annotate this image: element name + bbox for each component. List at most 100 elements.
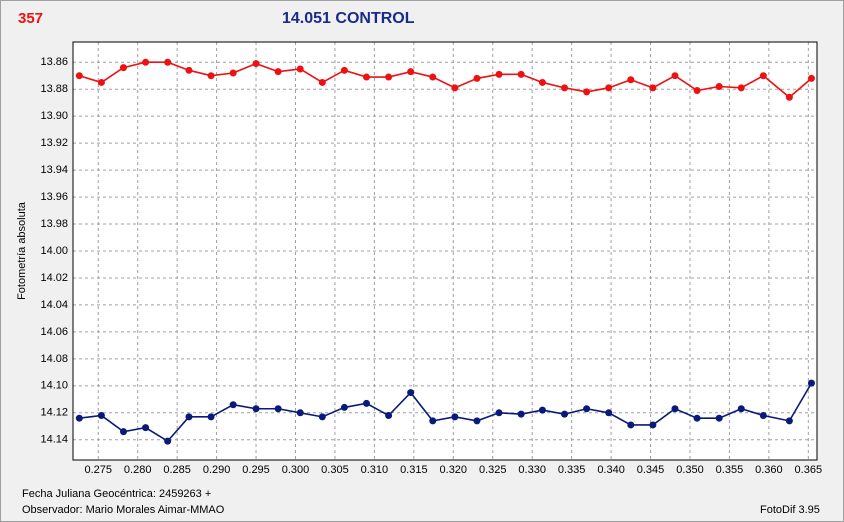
corner-label: 357 <box>18 10 43 27</box>
data-point <box>119 64 127 72</box>
x-tick-label: 0.340 <box>597 464 625 476</box>
data-point <box>362 399 370 407</box>
y-tick-label: 13.86 <box>40 56 68 68</box>
x-tick-label: 0.350 <box>676 464 704 476</box>
data-point <box>605 409 613 417</box>
x-tick-label: 0.335 <box>558 464 586 476</box>
data-point <box>164 437 172 445</box>
data-point <box>649 421 657 429</box>
x-tick-label: 0.330 <box>518 464 546 476</box>
y-tick-label: 14.12 <box>40 407 68 419</box>
data-point <box>671 405 679 413</box>
data-point <box>671 72 679 80</box>
data-point <box>362 73 370 81</box>
data-point <box>164 58 172 66</box>
x-tick-label: 0.345 <box>637 464 665 476</box>
footer-observer: Observador: Mario Morales Aimar-MMAO <box>22 504 225 516</box>
data-point <box>583 405 591 413</box>
data-point <box>207 413 215 421</box>
x-tick-label: 0.310 <box>361 464 389 476</box>
x-tick-label: 0.315 <box>400 464 428 476</box>
data-point <box>693 414 701 422</box>
series-line <box>79 382 813 443</box>
data-point <box>207 72 215 80</box>
data-point <box>561 84 569 92</box>
y-tick-label: 13.98 <box>40 218 68 230</box>
y-tick-label: 14.00 <box>40 245 68 257</box>
data-point <box>75 72 83 80</box>
data-point <box>229 401 237 409</box>
y-tick-label: 13.92 <box>40 137 68 149</box>
data-point <box>252 60 260 68</box>
y-tick-label: 14.06 <box>40 326 68 338</box>
data-point <box>583 88 591 96</box>
data-point <box>340 66 348 74</box>
data-point <box>759 412 767 420</box>
x-tick-label: 0.305 <box>321 464 349 476</box>
data-point <box>737 405 745 413</box>
data-point <box>142 58 150 66</box>
y-tick-label: 14.08 <box>40 353 68 365</box>
x-tick-label: 0.320 <box>440 464 468 476</box>
data-point <box>385 412 393 420</box>
y-tick-label: 14.14 <box>40 434 68 446</box>
x-tick-label: 0.285 <box>163 464 191 476</box>
data-point <box>142 424 150 432</box>
y-tick-label: 14.10 <box>40 380 68 392</box>
x-tick-label: 0.360 <box>755 464 783 476</box>
y-tick-label: 14.02 <box>40 272 68 284</box>
data-point <box>649 84 657 92</box>
data-point <box>715 82 723 90</box>
series-line <box>79 61 812 99</box>
data-point <box>318 413 326 421</box>
data-point <box>318 78 326 86</box>
footer-date: Fecha Juliana Geocéntrica: 2459263 + <box>22 488 211 500</box>
data-point <box>495 70 503 78</box>
x-tick-label: 0.355 <box>716 464 744 476</box>
data-point <box>627 421 635 429</box>
data-point <box>97 412 105 420</box>
data-point <box>429 73 437 81</box>
data-point <box>807 379 815 387</box>
data-point <box>119 428 127 436</box>
data-point <box>693 87 701 95</box>
x-tick-label: 0.365 <box>795 464 823 476</box>
data-point <box>627 76 635 84</box>
data-point <box>538 78 546 86</box>
data-point <box>759 72 767 80</box>
data-point <box>561 410 569 418</box>
data-point <box>229 69 237 77</box>
software-label: FotoDif 3.95 <box>760 504 820 516</box>
data-point <box>451 84 459 92</box>
data-point <box>407 389 415 397</box>
data-point <box>274 68 282 76</box>
y-tick-label: 13.94 <box>40 164 68 176</box>
data-point <box>185 413 193 421</box>
chart-title: 14.051 CONTROL <box>282 10 415 27</box>
data-point <box>75 414 83 422</box>
data-point <box>785 417 793 425</box>
data-point <box>407 68 415 76</box>
y-tick-label: 13.88 <box>40 83 68 95</box>
data-point <box>185 66 193 74</box>
data-point <box>296 65 304 73</box>
data-point <box>473 417 481 425</box>
x-tick-label: 0.300 <box>282 464 310 476</box>
plot-border <box>72 41 818 461</box>
data-point <box>340 403 348 411</box>
data-point <box>274 405 282 413</box>
y-tick-label: 14.04 <box>40 299 68 311</box>
x-tick-label: 0.325 <box>479 464 507 476</box>
x-tick-label: 0.275 <box>84 464 112 476</box>
data-point <box>451 413 459 421</box>
data-point <box>97 78 105 86</box>
data-point <box>715 414 723 422</box>
y-tick-label: 13.90 <box>40 110 68 122</box>
data-point <box>296 409 304 417</box>
x-tick-label: 0.280 <box>124 464 152 476</box>
data-point <box>605 84 613 92</box>
data-point <box>385 73 393 81</box>
data-point <box>473 74 481 82</box>
